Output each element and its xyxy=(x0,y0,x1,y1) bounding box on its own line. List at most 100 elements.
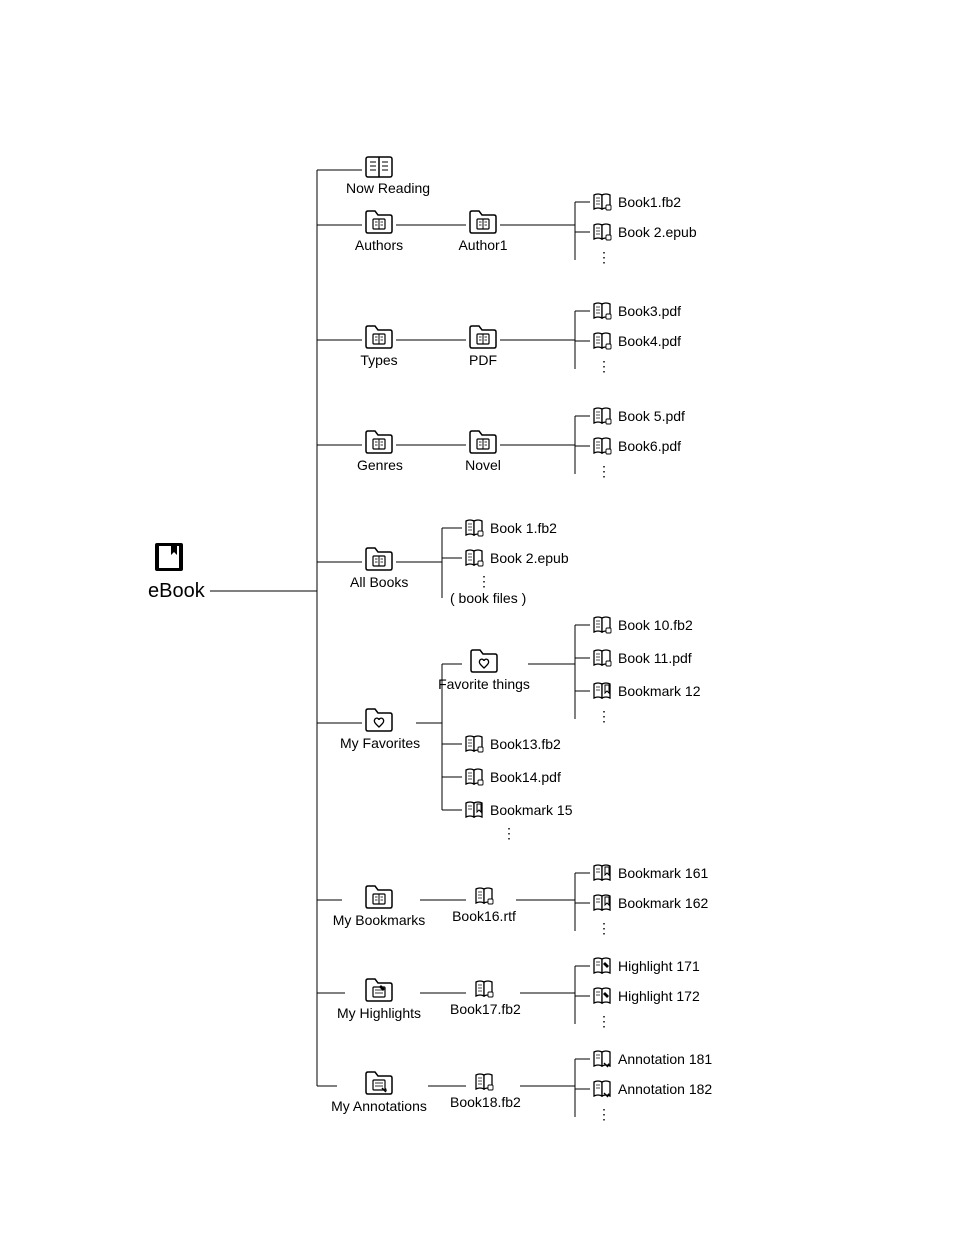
leaf-label: Bookmark 15 xyxy=(490,802,572,818)
node-book16: Book16.rtf xyxy=(452,886,516,926)
ellipsis-icon xyxy=(600,361,602,375)
book-file-icon xyxy=(592,648,612,668)
node-label: Now Reading xyxy=(346,180,430,196)
node-label: Book17.fb2 xyxy=(450,1001,521,1017)
ellipsis-icon xyxy=(600,1109,602,1123)
node-pdf: PDF xyxy=(466,324,500,370)
leaf-book: Book 2.epub xyxy=(464,548,569,568)
node-label: Authors xyxy=(355,237,403,253)
folder-book-icon xyxy=(468,209,498,235)
book-open-icon xyxy=(365,156,393,178)
folder-book-icon xyxy=(364,324,394,350)
root-label: eBook xyxy=(148,580,205,603)
leaf-label: Book 2.epub xyxy=(618,224,697,240)
node-label: My Bookmarks xyxy=(333,912,426,928)
leaf-book: Book 11.pdf xyxy=(592,648,692,668)
leaf-book: Book 10.fb2 xyxy=(592,615,693,635)
book-file-icon xyxy=(464,518,484,538)
leaf-label: Annotation 181 xyxy=(618,1051,712,1067)
leaf-label: Book1.fb2 xyxy=(618,194,681,210)
ellipsis-icon xyxy=(600,1016,602,1030)
leaf-label: Book 2.epub xyxy=(490,550,569,566)
node-book18: Book18.fb2 xyxy=(450,1072,518,1112)
node-label: Favorite things xyxy=(438,676,530,692)
ellipsis-icon xyxy=(480,576,482,590)
leaf-book: Book3.pdf xyxy=(592,301,681,321)
folder-book-icon xyxy=(468,429,498,455)
node-label: My Highlights xyxy=(337,1005,421,1021)
bookmark-icon xyxy=(592,893,612,913)
node-label: Author1 xyxy=(458,237,507,253)
folder-hl-icon xyxy=(364,977,394,1003)
book-file-icon xyxy=(464,767,484,787)
node-label: Genres xyxy=(357,457,403,473)
node-book17: Book17.fb2 xyxy=(450,979,518,1019)
node-label: My Annotations xyxy=(331,1098,427,1114)
node-favorite-things: Favorite things xyxy=(438,648,530,694)
leaf-bookmark: Bookmark 161 xyxy=(592,863,708,883)
all-books-note: ( book files ) xyxy=(450,590,526,606)
highlight-icon xyxy=(592,956,612,976)
leaf-book: Book6.pdf xyxy=(592,436,681,456)
bookmark-icon xyxy=(592,863,612,883)
book-file-icon xyxy=(464,548,484,568)
folder-heart-icon xyxy=(364,707,394,733)
node-my-annotations: My Annotations xyxy=(328,1070,430,1116)
leaf-label: Book 1.fb2 xyxy=(490,520,557,536)
bookmark-icon xyxy=(592,681,612,701)
node-author1: Author1 xyxy=(456,209,510,255)
leaf-label: Book 11.pdf xyxy=(618,650,692,666)
leaf-book: Book 5.pdf xyxy=(592,406,685,426)
leaf-highlight: Highlight 172 xyxy=(592,986,700,1006)
book-file-icon xyxy=(474,886,494,906)
leaf-book: Book14.pdf xyxy=(464,767,561,787)
node-label: Types xyxy=(360,352,397,368)
ellipsis-icon xyxy=(600,252,602,266)
node-my-favorites: My Favorites xyxy=(340,707,418,753)
leaf-label: Highlight 171 xyxy=(618,958,700,974)
highlight-icon xyxy=(592,986,612,1006)
node-label: PDF xyxy=(469,352,497,368)
node-genres: Genres xyxy=(357,429,401,475)
annotation-icon xyxy=(592,1049,612,1069)
leaf-label: Bookmark 162 xyxy=(618,895,708,911)
ellipsis-icon xyxy=(600,466,602,480)
leaf-book: Book1.fb2 xyxy=(592,192,681,212)
leaf-label: Book 5.pdf xyxy=(618,408,685,424)
tree-diagram: eBook Now Reading Authors Types Genres A… xyxy=(0,0,954,1235)
node-my-highlights: My Highlights xyxy=(335,977,423,1023)
node-types: Types xyxy=(360,324,398,370)
leaf-label: Bookmark 12 xyxy=(618,683,700,699)
book-file-icon xyxy=(474,1072,494,1092)
book-file-icon xyxy=(592,615,612,635)
leaf-annotation: Annotation 181 xyxy=(592,1049,712,1069)
leaf-label: Annotation 182 xyxy=(618,1081,712,1097)
ellipsis-icon xyxy=(600,711,602,725)
leaf-label: Highlight 172 xyxy=(618,988,700,1004)
leaf-book: Book 1.fb2 xyxy=(464,518,557,538)
book-file-icon xyxy=(474,979,494,999)
leaf-bookmark: Bookmark 12 xyxy=(592,681,700,701)
bookmark-icon xyxy=(464,800,484,820)
leaf-highlight: Highlight 171 xyxy=(592,956,700,976)
node-novel: Novel xyxy=(462,429,504,475)
folder-book-icon xyxy=(468,324,498,350)
node-my-bookmarks: My Bookmarks xyxy=(332,884,426,930)
leaf-book: Book4.pdf xyxy=(592,331,681,351)
leaf-book: Book 2.epub xyxy=(592,222,697,242)
leaf-label: Book3.pdf xyxy=(618,303,681,319)
node-label: Book18.fb2 xyxy=(450,1094,521,1110)
folder-book-icon xyxy=(364,546,394,572)
folder-book-icon xyxy=(364,884,394,910)
leaf-label: Bookmark 161 xyxy=(618,865,708,881)
folder-book-icon xyxy=(364,429,394,455)
root-icon xyxy=(153,541,185,578)
leaf-bookmark: Bookmark 162 xyxy=(592,893,708,913)
leaf-annotation: Annotation 182 xyxy=(592,1079,712,1099)
tree-connectors xyxy=(0,0,954,1235)
leaf-bookmark: Bookmark 15 xyxy=(464,800,572,820)
leaf-label: Book14.pdf xyxy=(490,769,561,785)
node-label: Novel xyxy=(465,457,501,473)
node-all-books: All Books xyxy=(350,546,408,592)
node-label: My Favorites xyxy=(340,735,420,751)
